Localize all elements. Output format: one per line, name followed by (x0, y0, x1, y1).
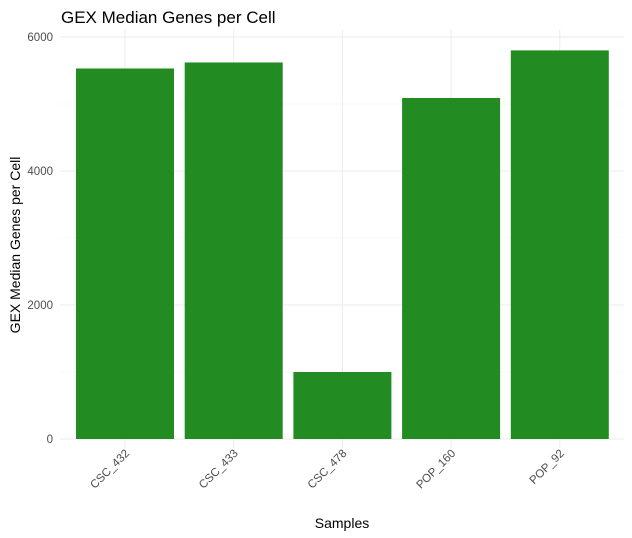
x-tick-label: POP_160 (414, 448, 458, 492)
x-tick-label: CSC_432 (88, 448, 132, 492)
y-tick-label: 0 (47, 434, 53, 446)
bar-pop-92 (510, 50, 609, 440)
bars (76, 50, 609, 440)
bar-csc-432 (76, 68, 174, 440)
x-tick-label: POP_92 (528, 448, 567, 487)
y-tick-label: 6000 (27, 32, 53, 44)
bar-csc-433 (184, 62, 283, 440)
y-tick-label: 2000 (27, 300, 53, 312)
y-tick-label: 4000 (27, 166, 53, 178)
y-axis-title: GEX Median Genes per Cell (7, 157, 23, 334)
x-tick-label: CSC_478 (306, 448, 350, 492)
x-tick-label: CSC_433 (197, 448, 241, 492)
x-axis-title: Samples (315, 515, 369, 531)
bar-csc-478 (293, 372, 392, 439)
y-axis-ticks: 0 2000 4000 6000 (27, 32, 53, 446)
chart-title: GEX Median Genes per Cell (61, 8, 276, 27)
bar-pop-160 (402, 97, 501, 439)
x-axis-ticks: CSC_432 CSC_433 CSC_478 POP_160 POP_92 (88, 448, 567, 492)
